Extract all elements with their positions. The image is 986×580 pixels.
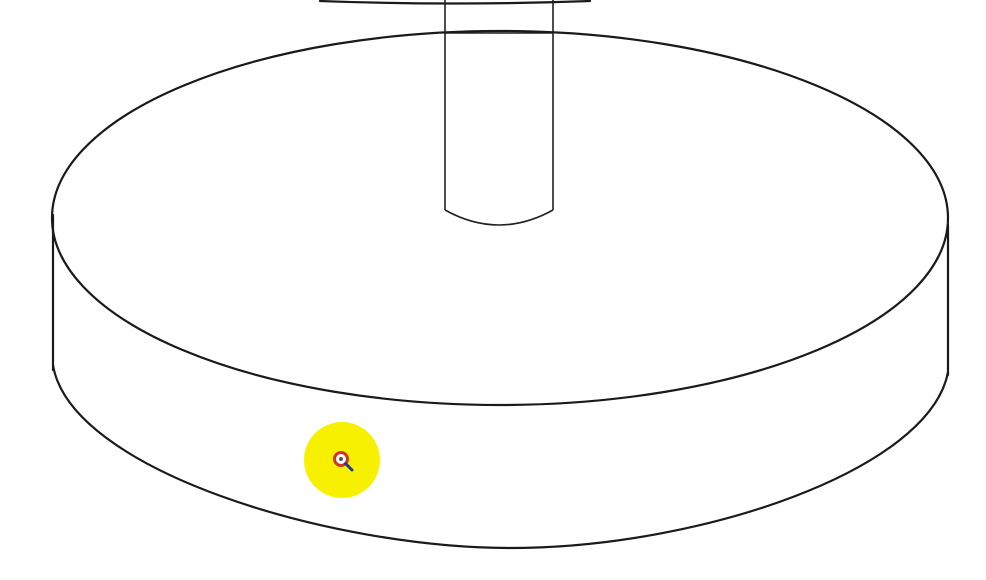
top-flange-edge	[318, 0, 592, 5]
disc-top-face	[50, 29, 950, 407]
zoom-magnifier-icon	[333, 451, 354, 472]
disc-bottom-edge	[51, 363, 950, 550]
shaft	[444, 0, 554, 226]
shaft-bottom-edge	[444, 209, 554, 226]
